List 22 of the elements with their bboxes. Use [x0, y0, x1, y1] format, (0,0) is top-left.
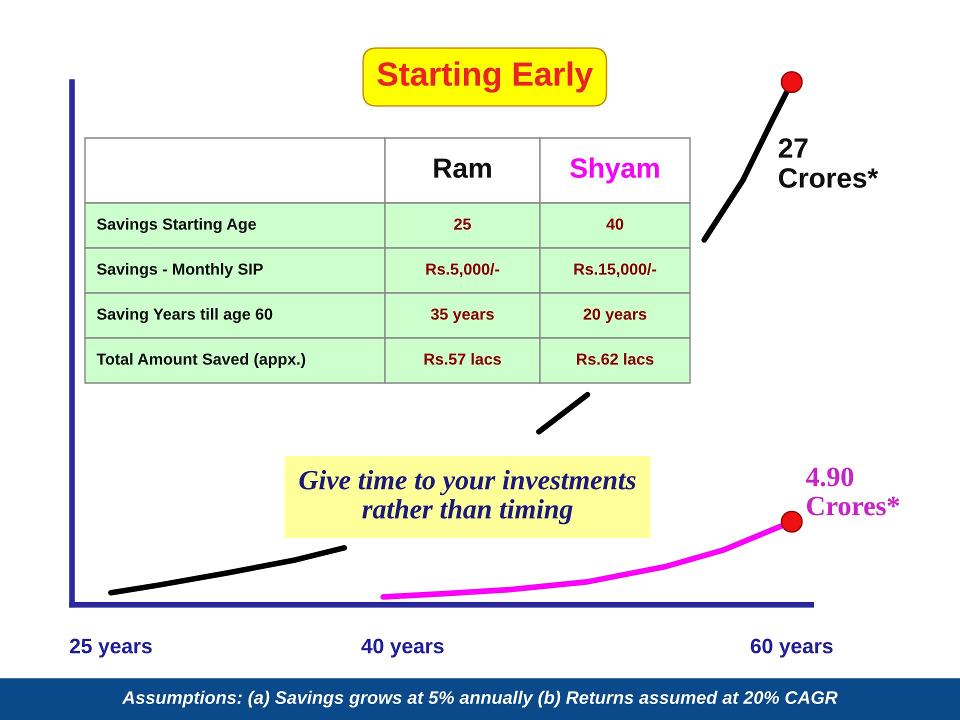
annotation: Savings Starting Age: [96, 218, 256, 233]
x-tick-label: 25 years: [70, 638, 152, 658]
annotation: Saving Years till age 60: [96, 308, 272, 323]
annotation: Rs.57 lacs: [424, 353, 501, 365]
annotation: 25: [454, 218, 471, 230]
annotation: 20 years: [584, 308, 646, 323]
annotation: Savings - Monthly SIP: [96, 263, 263, 278]
annotation: Rs.62 lacs: [577, 353, 654, 365]
annotation: Ram: [434, 158, 491, 178]
annotation: 40: [606, 218, 624, 230]
chart-title: Starting Early: [377, 61, 593, 93]
x-tick-label: 40 years: [361, 638, 444, 658]
annotation: 35 years: [430, 308, 494, 323]
annotation: 4.90 Crores*: [806, 468, 900, 516]
annotation: Shyam: [570, 158, 659, 184]
annotation: Give time to your investments rather than timing: [299, 470, 636, 524]
annotation: Rs.15,000/-: [574, 263, 656, 278]
annotation: Total Amount Saved (appx.): [96, 353, 306, 368]
text: Assumptions: (a) Savings grows at 5% annually (b) Returns assumed at 20% CAGR: [122, 690, 838, 708]
x-tick-label: 60 years: [750, 638, 833, 658]
annotation: 27 Crores*: [778, 138, 878, 188]
annotation: Rs.5,000/-: [426, 263, 500, 278]
